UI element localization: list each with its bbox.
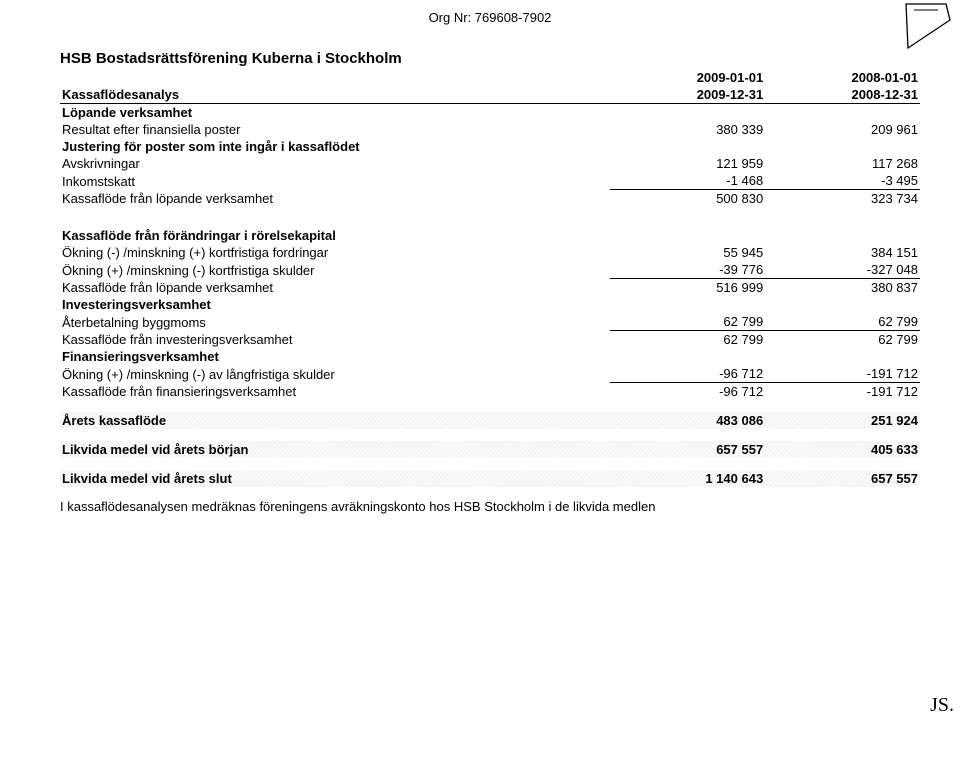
cashflow-table: 2009-01-01 2008-01-01 Kassaflödesanalys … — [60, 69, 920, 487]
period2-end: 2008-12-31 — [765, 86, 920, 104]
row-oknford-v2: 384 151 — [765, 244, 920, 261]
row-oknford-label: Ökning (-) /minskning (+) kortfristiga f… — [60, 244, 610, 261]
row-kfinv-v1: 62 799 — [610, 331, 765, 349]
row-kflop1-label: Kassaflöde från löpande verksamhet — [60, 190, 610, 208]
row-oknlang-v2: -191 712 — [765, 365, 920, 383]
row-kfinv-label: Kassaflöde från investeringsverksamhet — [60, 331, 610, 349]
row-slut-v2: 657 557 — [765, 470, 920, 487]
corner-signature-mark — [904, 2, 952, 50]
row-kffin-v2: -191 712 — [765, 383, 920, 401]
row-kffin-label: Kassaflöde från finansieringsverksamhet — [60, 383, 610, 401]
row-resultat-v2: 209 961 — [765, 121, 920, 138]
row-kflop1-v1: 500 830 — [610, 190, 765, 208]
row-aterbygg-label: Återbetalning byggmoms — [60, 313, 610, 331]
section-lopande: Löpande verksamhet — [60, 104, 610, 122]
section-fin: Finansieringsverksamhet — [60, 348, 610, 365]
row-arets-v1: 483 086 — [610, 412, 765, 429]
row-oknskuld-v1: -39 776 — [610, 261, 765, 279]
row-oknskuld-v2: -327 048 — [765, 261, 920, 279]
row-arets-label: Årets kassaflöde — [60, 412, 610, 429]
row-kffin-v1: -96 712 — [610, 383, 765, 401]
period2-start: 2008-01-01 — [765, 69, 920, 86]
row-kflop2-v2: 380 837 — [765, 279, 920, 297]
row-slut-label: Likvida medel vid årets slut — [60, 470, 610, 487]
row-kflop2-v1: 516 999 — [610, 279, 765, 297]
row-inkskatt-v1: -1 468 — [610, 172, 765, 190]
row-borjan-label: Likvida medel vid årets början — [60, 441, 610, 458]
row-oknford-v1: 55 945 — [610, 244, 765, 261]
row-kflop2-label: Kassaflöde från löpande verksamhet — [60, 279, 610, 297]
row-resultat-v1: 380 339 — [610, 121, 765, 138]
row-inkskatt-label: Inkomstskatt — [60, 172, 610, 190]
org-number: Org Nr: 769608-7902 — [60, 10, 920, 25]
row-oknskuld-label: Ökning (+) /minskning (-) kortfristiga s… — [60, 261, 610, 279]
row-resultat-label: Resultat efter finansiella poster — [60, 121, 610, 138]
row-oknlang-label: Ökning (+) /minskning (-) av långfristig… — [60, 365, 610, 383]
row-inkskatt-v2: -3 495 — [765, 172, 920, 190]
row-aterbygg-v1: 62 799 — [610, 313, 765, 331]
row-kflop1-v2: 323 734 — [765, 190, 920, 208]
company-title: HSB Bostadsrättsförening Kuberna i Stock… — [60, 50, 920, 67]
row-avskr-v1: 121 959 — [610, 155, 765, 172]
row-aterbygg-v2: 62 799 — [765, 313, 920, 331]
period1-end: 2009-12-31 — [610, 86, 765, 104]
signature-initials: JS. — [930, 694, 954, 717]
row-avskr-v2: 117 268 — [765, 155, 920, 172]
footnote: I kassaflödesanalysen medräknas förening… — [60, 499, 920, 514]
row-borjan-v1: 657 557 — [610, 441, 765, 458]
row-oknlang-v1: -96 712 — [610, 365, 765, 383]
row-arets-v2: 251 924 — [765, 412, 920, 429]
section-justering: Justering för poster som inte ingår i ka… — [60, 138, 610, 155]
row-slut-v1: 1 140 643 — [610, 470, 765, 487]
row-avskr-label: Avskrivningar — [60, 155, 610, 172]
row-borjan-v2: 405 633 — [765, 441, 920, 458]
section-rorelse: Kassaflöde från förändringar i rörelseka… — [60, 227, 610, 244]
period1-start: 2009-01-01 — [610, 69, 765, 86]
section-invest: Investeringsverksamhet — [60, 296, 610, 313]
subtitle: Kassaflödesanalys — [60, 86, 610, 104]
row-kfinv-v2: 62 799 — [765, 331, 920, 349]
